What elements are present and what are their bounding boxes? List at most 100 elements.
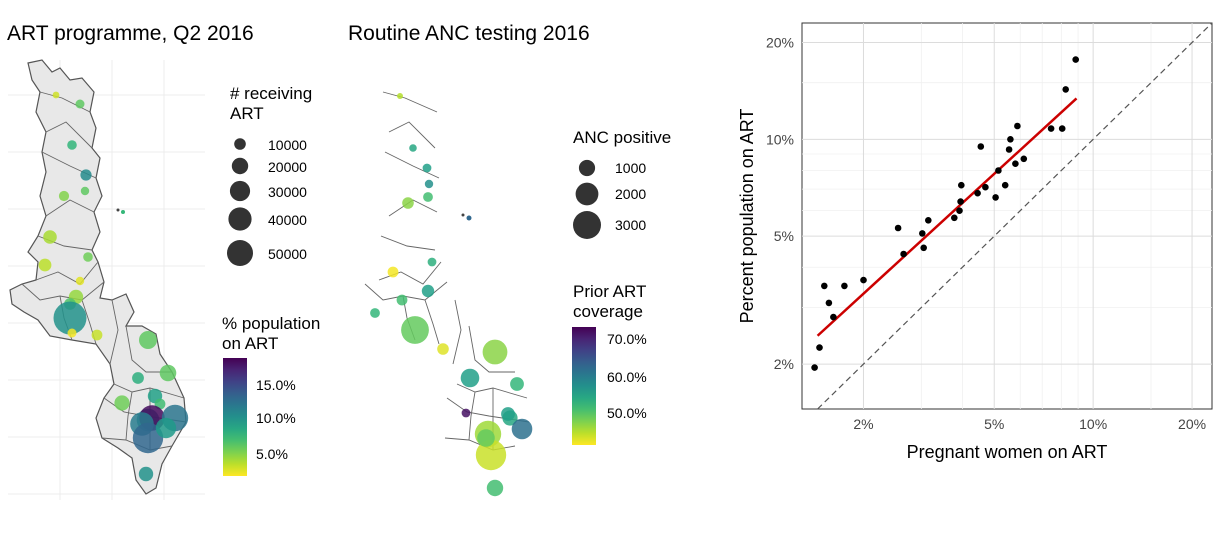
scatter-x-tick-label: 2%	[853, 416, 873, 432]
scatter-point	[825, 299, 833, 307]
anc-map-district-bubble	[402, 197, 414, 209]
anc-map-district-bubble	[396, 294, 408, 306]
scatter-point	[951, 214, 958, 222]
anc-map-district-bubble	[401, 316, 429, 344]
art-map-district-bubble	[67, 140, 77, 150]
scatter-point	[1020, 155, 1028, 163]
anc-map-district-bubble	[409, 144, 417, 152]
scatter-point	[995, 167, 1002, 174]
art-color-legend-label-2: 10.0%	[256, 410, 296, 426]
art-map-district-bubble	[75, 99, 85, 109]
scatter-point	[830, 313, 837, 321]
art-size-legend-key	[227, 240, 253, 266]
scatter-point	[1005, 146, 1013, 153]
art-size-legend-title-line2: ART	[230, 104, 264, 123]
art-color-legend-title-line2: on ART	[222, 334, 279, 353]
anc-map-district-bubble	[511, 418, 533, 440]
anc-map-district-bubble	[423, 192, 433, 202]
art-map-district-bubble	[75, 276, 85, 286]
art-size-legend-title: # receiving ART	[230, 84, 312, 124]
art-size-legend-label-1: 10000	[268, 137, 307, 153]
art-map	[8, 59, 205, 500]
scatter-point	[821, 282, 828, 290]
scatter-point	[1001, 181, 1009, 189]
anc-map-district-bubble	[427, 257, 437, 267]
scatter-point	[958, 181, 965, 189]
scatter-point	[1014, 122, 1021, 130]
scatter-point	[974, 189, 981, 197]
anc-map-district-bubble	[437, 343, 449, 355]
art-map-island	[116, 208, 125, 214]
scatter-point	[1072, 56, 1079, 63]
scatter-point	[860, 276, 867, 284]
art-size-legend-key	[228, 207, 252, 231]
scatter-point	[900, 250, 907, 258]
scatter-points	[811, 56, 1079, 371]
anc-map-district-bubble	[510, 377, 524, 391]
scatter-y-tick-label: 10%	[766, 131, 794, 147]
scatter-x-tick-label: 10%	[1079, 416, 1107, 432]
art-size-legend-key	[231, 157, 249, 175]
scatter-point	[1007, 136, 1014, 143]
scatter-y-tick-label: 2%	[774, 356, 794, 372]
art-map-district-bubble	[132, 372, 144, 384]
art-color-legend-title: % population on ART	[222, 314, 320, 354]
anc-color-legend-title: Prior ART coverage	[573, 282, 646, 322]
art-map-district-bubble	[53, 301, 87, 335]
anc-map-island	[461, 213, 472, 221]
scatter-identity-line	[817, 22, 1213, 410]
art-map-district-bubble	[138, 466, 154, 482]
anc-map-panel: Routine ANC testing 2016 ANC po	[345, 0, 685, 534]
anc-size-legend-title: ANC positive	[573, 128, 671, 148]
art-map-district-bubble	[58, 190, 70, 202]
anc-map-district-bubble	[482, 339, 508, 365]
anc-map-district-bubble	[475, 439, 507, 471]
anc-size-legend-keys	[573, 159, 601, 239]
anc-size-legend-key	[573, 211, 601, 239]
art-map-panel: ART programme, Q2 2016	[0, 0, 345, 534]
scatter-x-tick-label: 20%	[1178, 416, 1206, 432]
anc-map-district-bubble	[370, 308, 380, 318]
scatter-reference-lines	[816, 22, 1213, 410]
art-color-legend-title-line1: % population	[222, 314, 321, 333]
scatter-plot-area	[801, 22, 1213, 410]
art-map-district-bubble	[38, 258, 52, 272]
anc-map-district-bubble	[422, 163, 432, 173]
anc-color-legend-title-line1: Prior ART	[573, 282, 647, 301]
art-map-district-bubble	[83, 252, 93, 262]
scatter-point	[920, 244, 927, 252]
anc-map-district-bubble	[397, 93, 403, 99]
scatter-chart: 2% 5% 10% 20% 2% 5% 10% 20% Pregnant women on A…	[737, 22, 1213, 462]
art-map-title: ART programme, Q2 2016	[7, 22, 254, 45]
anc-map-district-bubble	[461, 408, 471, 418]
anc-map-title: Routine ANC testing 2016	[348, 22, 590, 45]
art-map-district-bubble	[155, 417, 177, 439]
scatter-y-axis-label: Percent population on ART	[737, 109, 757, 324]
anc-size-legend-title-line1: ANC positive	[573, 128, 672, 147]
art-map-district-bubble	[132, 422, 164, 454]
anc-color-legend-label-3: 50.0%	[607, 405, 647, 421]
anc-color-legend-title-line2: coverage	[573, 302, 643, 321]
art-map-bubbles	[38, 91, 189, 482]
anc-size-legend-label-2: 2000	[615, 186, 647, 202]
art-size-legend-keys	[227, 138, 253, 266]
scatter-point	[1062, 86, 1069, 93]
art-colorbar	[223, 358, 247, 476]
scatter-tick-labels: 2% 5% 10% 20% 2% 5% 10% 20%	[766, 35, 1206, 432]
scatter-point	[816, 344, 823, 351]
art-map-district-bubble	[43, 230, 57, 244]
art-size-legend-label-4: 40000	[268, 212, 307, 228]
art-color-legend-label-1: 15.0%	[256, 377, 296, 393]
scatter-point	[1058, 125, 1066, 132]
scatter-point	[919, 230, 926, 237]
art-map-district-bubble	[91, 329, 103, 341]
art-map-district-bubble	[80, 169, 92, 181]
anc-map-district-bubble	[486, 479, 504, 497]
anc-size-legend-key	[575, 182, 599, 206]
art-size-legend-label-5: 50000	[268, 246, 307, 262]
art-size-legend-key	[234, 138, 246, 150]
scatter-point	[982, 183, 989, 191]
scatter-point	[977, 143, 985, 150]
scatter-point	[925, 217, 932, 224]
scatter-y-tick-label: 5%	[774, 228, 794, 244]
